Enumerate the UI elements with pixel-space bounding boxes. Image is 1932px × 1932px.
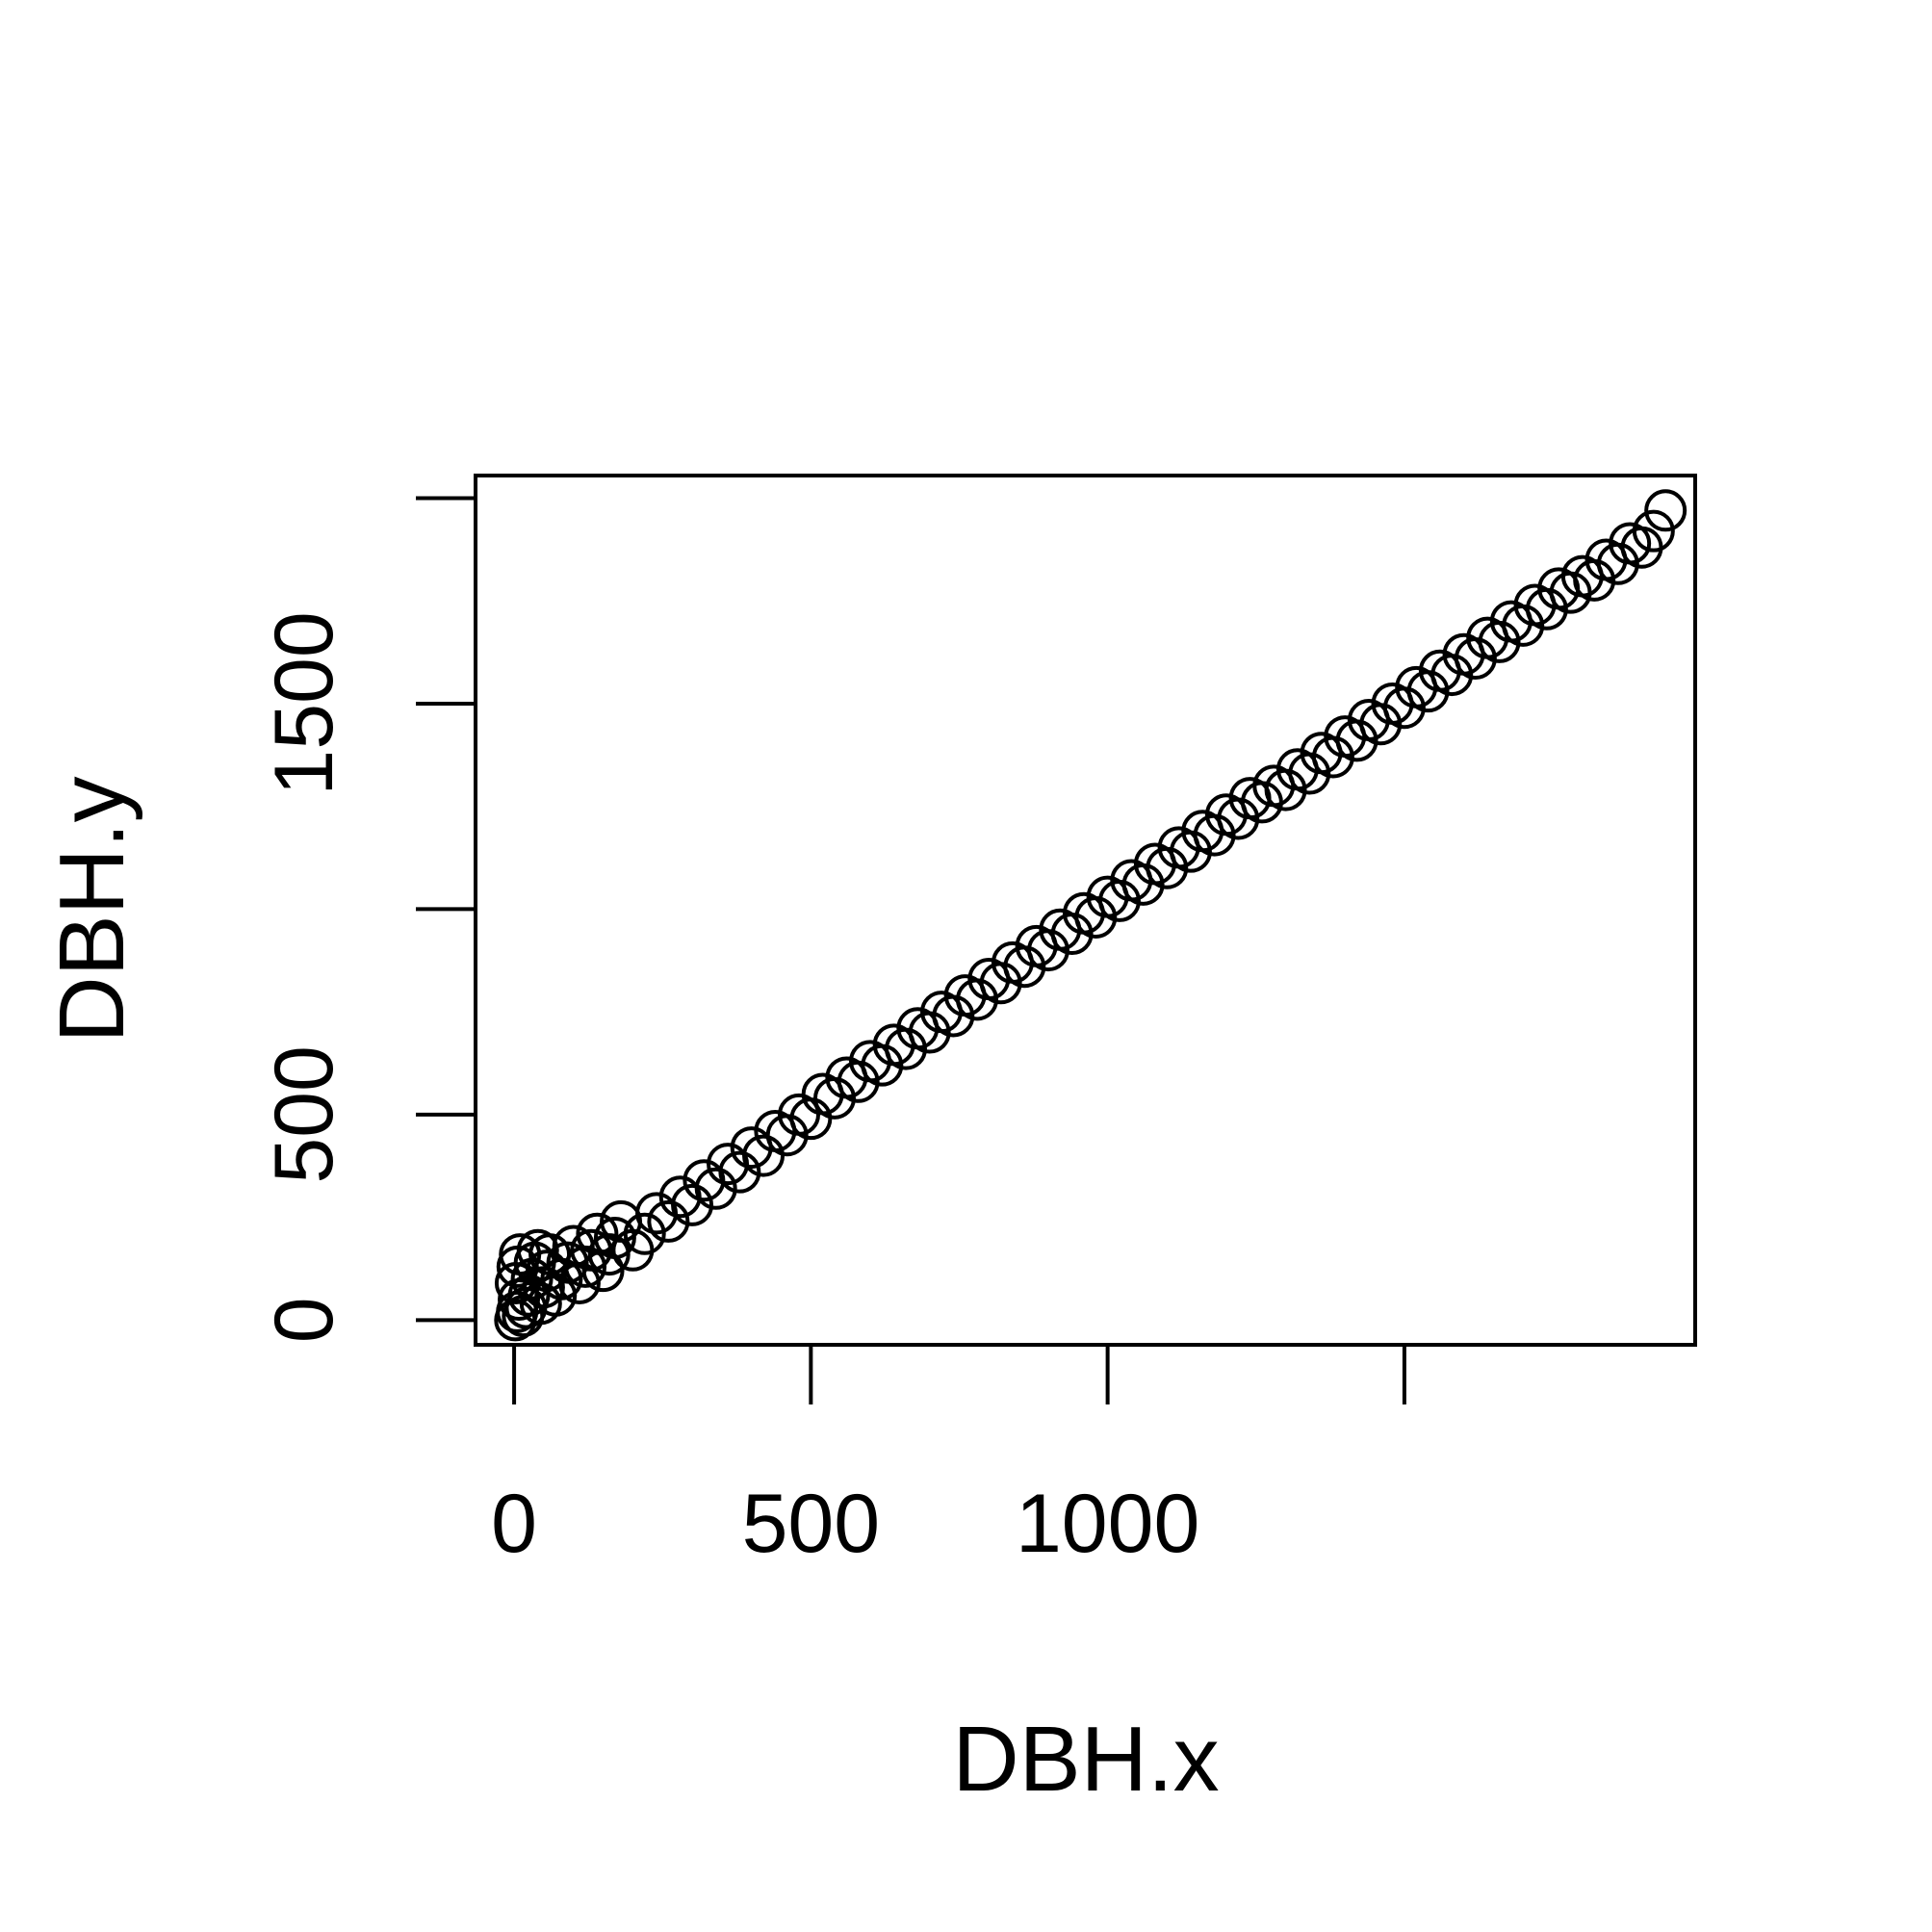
data-point: [1264, 768, 1307, 811]
data-point: [979, 962, 1022, 1005]
data-point: [765, 1114, 809, 1157]
data-point: [1003, 945, 1046, 989]
data-point: [1311, 735, 1354, 779]
data-point: [1050, 913, 1094, 956]
data-point: [1454, 636, 1497, 680]
y-axis-title: DBH.y: [40, 776, 143, 1043]
data-point: [1169, 830, 1212, 873]
data-point: [1573, 558, 1616, 602]
data-point: [861, 1043, 904, 1087]
data-point: [623, 1212, 666, 1255]
data-point: [718, 1150, 761, 1194]
y-tick-label: 0: [258, 1297, 350, 1343]
data-point: [884, 1027, 927, 1070]
data-point: [1596, 542, 1639, 585]
data-point: [1430, 654, 1474, 697]
data-point: [1193, 813, 1236, 857]
data-point: [671, 1183, 714, 1226]
data-point: [1382, 686, 1426, 730]
data-point: [1146, 846, 1189, 889]
plot-box: [474, 474, 1697, 1347]
y-tick-label: 500: [258, 1045, 350, 1184]
data-point: [1026, 929, 1069, 972]
data-point: [1644, 489, 1687, 532]
y-tick-label: 1500: [258, 611, 350, 795]
data-point: [647, 1199, 690, 1243]
data-point: [1632, 509, 1675, 553]
data-point: [932, 994, 975, 1038]
data-point: [1097, 879, 1141, 922]
data-point: [1502, 604, 1545, 647]
data-points: [494, 489, 1687, 1342]
x-axis: 0 500 1000: [491, 1343, 1406, 1570]
data-point: [955, 978, 998, 1021]
data-point: [1121, 863, 1165, 906]
y-axis: 0 500 1500: [258, 496, 477, 1343]
data-point: [1074, 895, 1118, 939]
x-axis-title: DBH.x: [952, 1708, 1219, 1811]
x-tick-label: 0: [491, 1478, 537, 1570]
data-point: [1288, 752, 1331, 795]
data-point: [1525, 587, 1568, 631]
data-point: [1359, 703, 1403, 746]
x-tick-label: 1000: [1016, 1478, 1199, 1570]
data-point: [813, 1076, 857, 1120]
data-point: [1335, 719, 1378, 762]
data-point: [1406, 670, 1450, 713]
data-point: [837, 1060, 880, 1103]
data-point: [1217, 797, 1260, 840]
data-point: [694, 1167, 737, 1210]
data-point: [908, 1011, 951, 1054]
x-tick-label: 500: [742, 1478, 881, 1570]
data-point: [1478, 620, 1521, 663]
